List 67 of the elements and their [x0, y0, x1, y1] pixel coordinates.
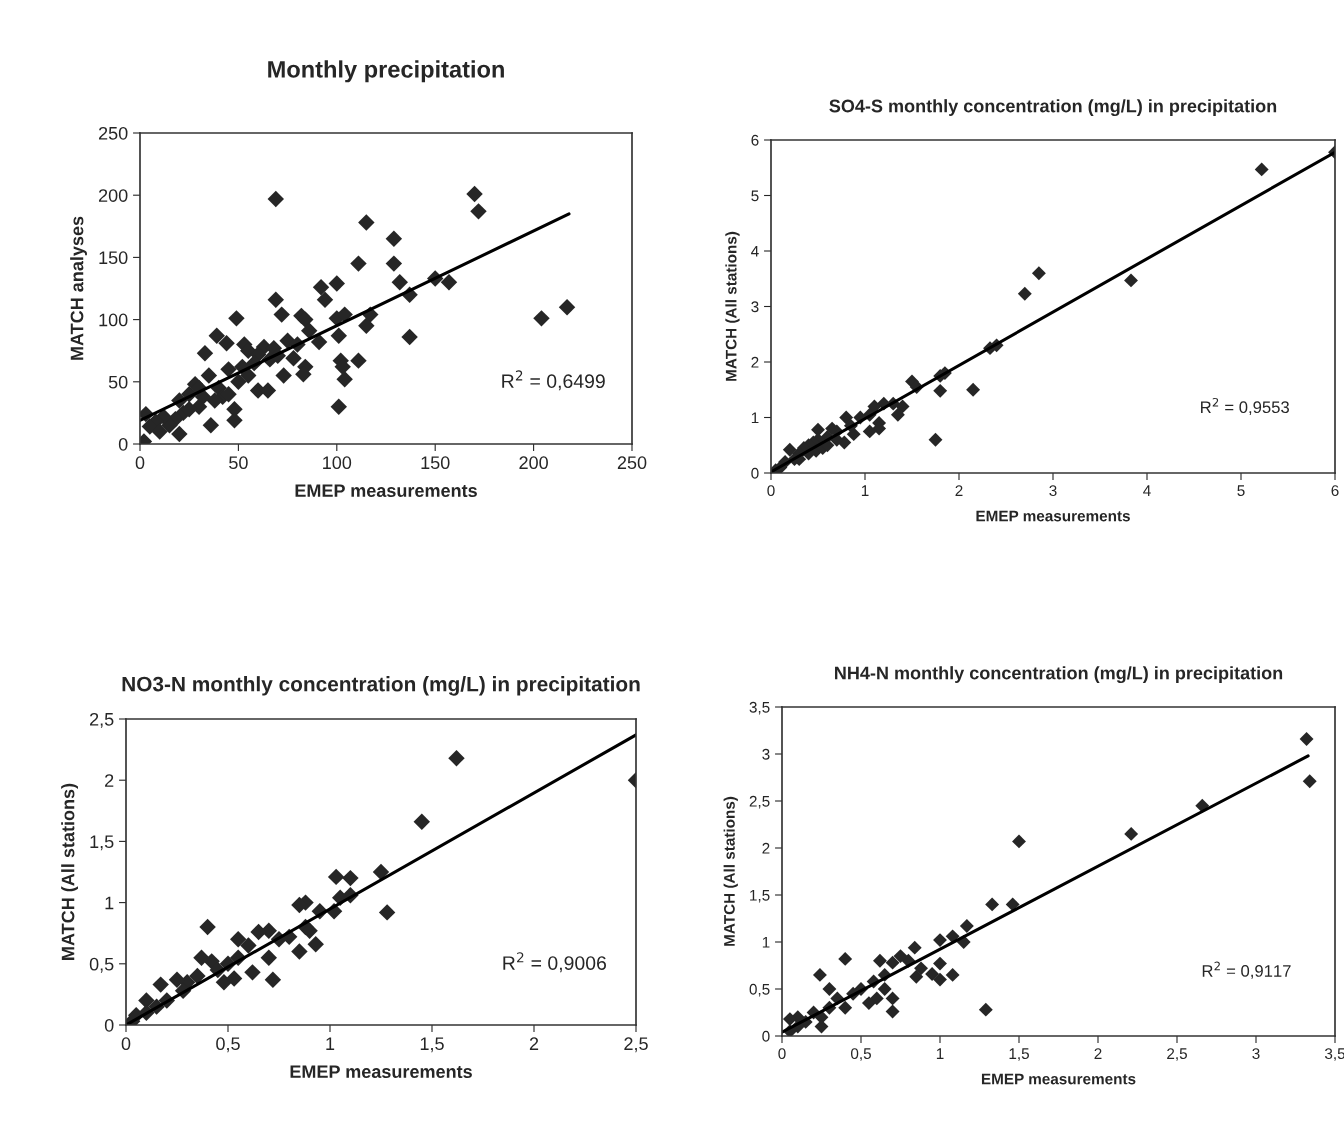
x-tick-label: 5: [1237, 485, 1245, 497]
annotation: R$^{2}$ = 0,9553: [1201, 397, 1289, 416]
x-axis-title: EMEP measurements: [981, 1073, 1136, 1085]
y-tick-label: 3: [751, 301, 759, 313]
y-tick-label: 1: [762, 937, 770, 948]
x-tick-label: 0: [778, 1048, 786, 1060]
x-axis-title: EMEP measurements: [295, 484, 477, 498]
y-tick-label: 250: [98, 126, 128, 140]
x-tick-label: 3: [1049, 485, 1057, 497]
y-tick-label: 200: [98, 189, 128, 202]
x-axis-title: EMEP measurements: [290, 1065, 472, 1079]
x-tick-label: 1: [936, 1048, 944, 1059]
y-tick-label: 2,5: [90, 712, 114, 728]
y-axis-title: MATCH (All stations): [723, 796, 738, 946]
x-tick-label: 250: [617, 456, 647, 470]
y-tick-label: 2: [105, 774, 114, 787]
y-tick-label: 2: [751, 356, 759, 368]
y-tick-label: 3: [762, 748, 770, 760]
x-tick-label: 2: [529, 1037, 539, 1050]
y-tick-label: 1,5: [750, 890, 770, 903]
x-tick-label: 2,5: [1167, 1048, 1187, 1061]
x-tick-label: 2: [955, 485, 963, 496]
y-tick-label: 0: [751, 467, 759, 479]
x-tick-label: 0,5: [216, 1037, 240, 1053]
x-tick-label: 6: [1331, 485, 1339, 497]
x-tick-label: 1,5: [1009, 1048, 1029, 1061]
chart-title: SO4-S monthly concentration (mg/L) in precipitation: [829, 99, 1277, 117]
x-tick-label: 0,5: [850, 1048, 871, 1061]
x-tick-label: 4: [1143, 485, 1151, 496]
annotation: R$^{2}$ = 0,9117: [1202, 961, 1291, 979]
chart-title: NO3-N monthly concentration (mg/L) in precipitation: [122, 676, 640, 696]
y-tick-label: 2,5: [749, 795, 770, 809]
y-tick-label: 100: [99, 313, 128, 327]
annotation: R$^{2}$ = 0,6499: [502, 370, 605, 391]
y-tick-label: 1: [105, 896, 114, 910]
y-tick-label: 5: [751, 190, 759, 202]
x-axis-title: EMEP measurements: [976, 510, 1130, 522]
x-tick-label: 2: [1094, 1048, 1102, 1059]
x-tick-label: 50: [229, 456, 248, 470]
x-tick-label: 1: [861, 485, 869, 496]
x-tick-label: 2,5: [624, 1037, 648, 1053]
y-axis-title: MATCH analyses: [70, 216, 87, 360]
y-tick-label: 4: [751, 246, 759, 257]
y-tick-label: 0: [118, 437, 128, 451]
y-tick-label: 0,5: [749, 983, 770, 997]
x-tick-label: 1,5: [420, 1037, 444, 1053]
x-tick-label: 100: [323, 456, 352, 470]
y-tick-label: 150: [99, 251, 128, 265]
x-tick-label: 3,5: [1324, 1048, 1344, 1061]
x-tick-label: 1: [326, 1037, 335, 1050]
annotation: R$^{2}$ = 0,9006: [503, 952, 606, 973]
x-tick-label: 200: [519, 456, 548, 470]
y-tick-label: 0,5: [89, 957, 114, 973]
chart-title: Monthly precipitation: [268, 60, 504, 83]
y-tick-label: 6: [751, 134, 759, 146]
y-tick-label: 2: [762, 842, 770, 854]
y-tick-label: 1,5: [90, 835, 114, 851]
y-tick-label: 1: [751, 412, 759, 424]
y-axis-title: MATCH (All stations): [61, 783, 78, 960]
y-tick-label: 50: [108, 375, 128, 389]
y-tick-label: 3,5: [749, 701, 770, 715]
y-axis-title: MATCH (All stations): [725, 231, 740, 381]
x-tick-label: 3: [1252, 1048, 1260, 1060]
x-tick-label: 0: [135, 456, 145, 470]
y-tick-label: 0: [104, 1018, 114, 1032]
chart-title: NH4-N monthly concentration (mg/L) in precipitation: [835, 666, 1283, 684]
x-tick-label: 150: [421, 456, 450, 470]
